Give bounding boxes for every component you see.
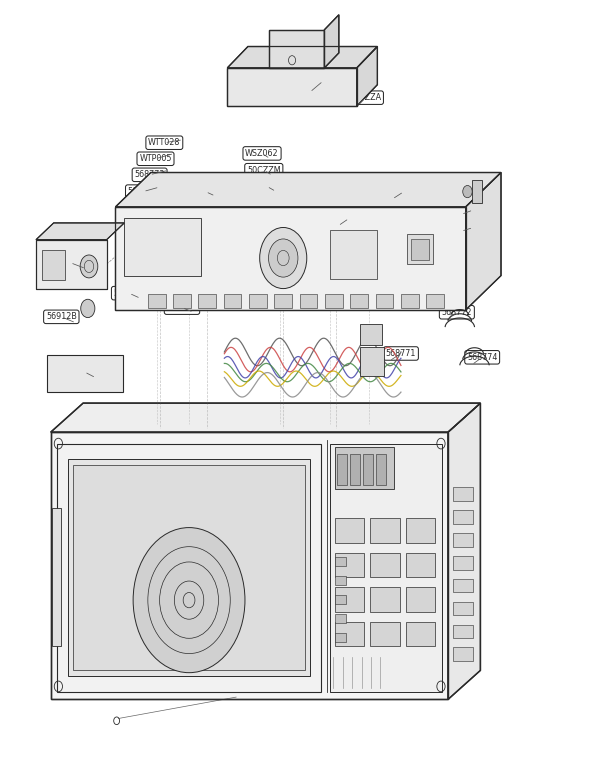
Bar — [406, 553, 435, 578]
Polygon shape — [116, 207, 466, 310]
Bar — [335, 576, 346, 585]
Text: 568774: 568774 — [467, 353, 497, 362]
Bar — [335, 553, 365, 578]
Bar — [363, 454, 373, 485]
Bar — [406, 621, 435, 646]
Bar — [325, 294, 343, 308]
Text: 56549B: 56549B — [166, 303, 198, 312]
Text: WTT028: WTT028 — [148, 138, 181, 147]
Bar — [426, 294, 444, 308]
Bar — [371, 519, 400, 543]
Bar — [453, 647, 473, 661]
Bar — [360, 347, 385, 376]
Bar — [335, 448, 394, 490]
Bar — [406, 519, 435, 543]
Bar — [335, 557, 346, 566]
Bar — [337, 454, 347, 485]
Bar — [124, 218, 201, 275]
Bar — [47, 355, 123, 392]
Circle shape — [260, 227, 307, 288]
Bar — [453, 510, 473, 524]
Bar — [360, 324, 382, 345]
Polygon shape — [448, 403, 480, 699]
Text: 56930V: 56930V — [190, 187, 221, 196]
Polygon shape — [466, 172, 501, 310]
Bar — [68, 459, 310, 676]
Text: 568772: 568772 — [442, 308, 472, 317]
Text: WTP005: WTP005 — [139, 155, 172, 163]
Bar — [274, 294, 292, 308]
Circle shape — [80, 255, 98, 278]
Polygon shape — [227, 47, 378, 68]
Bar — [173, 294, 191, 308]
Text: 56201A: 56201A — [389, 187, 419, 196]
Bar — [335, 621, 365, 646]
Bar — [407, 233, 433, 264]
Bar — [411, 239, 428, 260]
Bar — [198, 294, 216, 308]
Bar — [300, 294, 317, 308]
Bar — [42, 249, 65, 280]
Text: 56804A: 56804A — [114, 288, 145, 298]
Bar — [453, 601, 473, 615]
Text: 56501A: 56501A — [128, 187, 159, 196]
Text: 56912B: 56912B — [46, 312, 77, 321]
Text: 568771: 568771 — [386, 349, 416, 358]
Bar — [453, 487, 473, 501]
Bar — [73, 465, 305, 670]
Text: 36549V: 36549V — [308, 76, 339, 86]
Text: WSZ062: WSZ062 — [245, 149, 279, 158]
Text: 55231C: 55231C — [69, 367, 100, 376]
Bar — [224, 294, 241, 308]
Bar — [330, 444, 442, 692]
Bar — [453, 533, 473, 547]
Bar — [371, 621, 400, 646]
Polygon shape — [324, 15, 339, 68]
Bar — [335, 594, 346, 604]
Bar — [249, 294, 267, 308]
Bar — [401, 294, 419, 308]
Bar — [453, 624, 473, 638]
Bar — [57, 444, 322, 692]
Bar — [453, 556, 473, 570]
Polygon shape — [36, 223, 124, 239]
Text: 56010L: 56010L — [458, 206, 488, 214]
Bar — [335, 519, 365, 543]
Bar — [376, 294, 394, 308]
Bar — [371, 553, 400, 578]
Bar — [350, 454, 360, 485]
Bar — [471, 180, 482, 203]
Bar — [53, 509, 61, 646]
Polygon shape — [51, 403, 480, 432]
Polygon shape — [116, 172, 501, 207]
Bar — [371, 588, 400, 611]
Bar — [453, 579, 473, 593]
Text: 56411A: 56411A — [458, 223, 489, 232]
Polygon shape — [268, 30, 324, 68]
Bar — [350, 294, 368, 308]
Text: 50CZZM: 50CZZM — [247, 166, 281, 174]
Polygon shape — [51, 432, 448, 699]
Text: WTT023: WTT023 — [251, 182, 283, 190]
Bar — [335, 614, 346, 623]
Bar — [335, 633, 346, 642]
Bar — [406, 588, 435, 611]
Text: 55282A: 55282A — [334, 214, 365, 223]
Bar — [376, 454, 386, 485]
Text: 53550L: 53550L — [55, 258, 85, 267]
Bar — [335, 588, 365, 611]
Circle shape — [81, 299, 95, 317]
Polygon shape — [227, 68, 357, 106]
Polygon shape — [36, 239, 107, 289]
Polygon shape — [357, 47, 378, 106]
Circle shape — [268, 239, 298, 277]
Circle shape — [133, 528, 245, 672]
Bar — [330, 230, 378, 279]
Bar — [148, 294, 166, 308]
Text: 50FZZA: 50FZZA — [350, 93, 381, 103]
Text: 568773: 568773 — [135, 171, 165, 179]
Circle shape — [463, 185, 472, 197]
